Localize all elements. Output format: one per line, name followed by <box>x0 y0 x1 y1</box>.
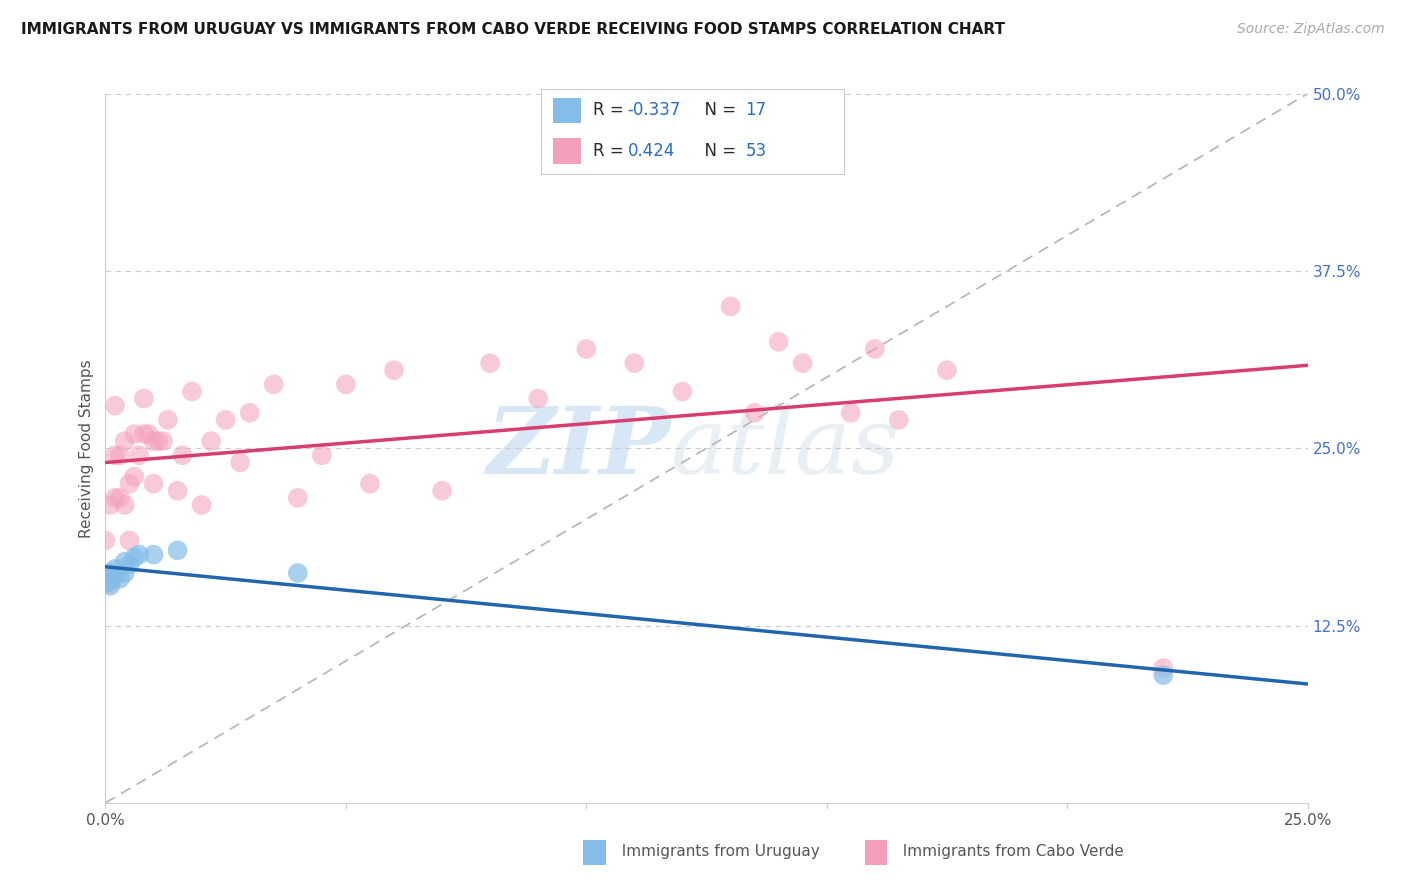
Bar <box>554 138 581 164</box>
Text: 0.424: 0.424 <box>627 142 675 160</box>
Point <box>104 399 127 413</box>
Point <box>132 392 155 406</box>
Point <box>132 427 155 442</box>
Text: R =: R = <box>593 102 628 120</box>
Point <box>152 434 174 449</box>
Y-axis label: Receiving Food Stamps: Receiving Food Stamps <box>79 359 94 538</box>
Point <box>128 448 150 462</box>
Point <box>108 448 131 462</box>
Point <box>124 427 146 442</box>
Point <box>430 483 453 498</box>
Point <box>142 434 165 449</box>
Point <box>114 434 136 449</box>
Point <box>98 573 121 587</box>
Point <box>94 576 117 591</box>
Point <box>181 384 204 399</box>
Point <box>839 406 862 420</box>
Point <box>94 576 117 591</box>
Point <box>287 491 309 505</box>
Point <box>124 550 146 565</box>
Point <box>479 356 502 370</box>
Point <box>142 548 165 562</box>
Point <box>863 342 886 356</box>
Text: Immigrants from Cabo Verde: Immigrants from Cabo Verde <box>893 845 1123 859</box>
Point <box>768 334 790 349</box>
Point <box>114 555 136 569</box>
Point <box>263 377 285 392</box>
Point <box>104 491 127 505</box>
Text: -0.337: -0.337 <box>627 102 681 120</box>
Point <box>527 392 550 406</box>
Point <box>887 413 910 427</box>
Point <box>792 356 814 370</box>
Point <box>128 548 150 562</box>
Point <box>1152 661 1174 675</box>
Point <box>575 342 598 356</box>
Point <box>114 566 136 580</box>
Point <box>623 356 645 370</box>
Point <box>190 498 212 512</box>
Text: N =: N = <box>695 102 741 120</box>
Point <box>104 562 127 576</box>
Text: R =: R = <box>593 142 628 160</box>
Point <box>239 406 262 420</box>
Point <box>382 363 405 377</box>
Point <box>148 434 170 449</box>
Point <box>94 569 117 583</box>
Point <box>124 469 146 483</box>
Text: atlas: atlas <box>671 403 900 493</box>
Point <box>138 427 160 442</box>
Point <box>94 533 117 548</box>
Point <box>311 448 333 462</box>
Point <box>142 476 165 491</box>
Point <box>118 558 141 572</box>
Point <box>166 543 188 558</box>
Point <box>214 413 236 427</box>
Bar <box>554 97 581 123</box>
Text: N =: N = <box>695 142 741 160</box>
Point <box>720 300 742 314</box>
Point <box>98 576 121 591</box>
Text: Immigrants from Uruguay: Immigrants from Uruguay <box>612 845 820 859</box>
Point <box>98 579 121 593</box>
Point <box>108 572 131 586</box>
Point <box>114 498 136 512</box>
Point <box>744 406 766 420</box>
Point <box>118 476 141 491</box>
Text: ZIP: ZIP <box>486 403 671 493</box>
Point <box>1152 668 1174 682</box>
Point <box>166 483 188 498</box>
Text: 17: 17 <box>745 102 766 120</box>
Point <box>108 491 131 505</box>
Point <box>118 533 141 548</box>
Point <box>98 566 121 580</box>
Text: 53: 53 <box>745 142 766 160</box>
Point <box>936 363 959 377</box>
Text: Source: ZipAtlas.com: Source: ZipAtlas.com <box>1237 22 1385 37</box>
Point <box>287 566 309 580</box>
Point <box>172 448 194 462</box>
Point <box>229 455 252 469</box>
Point <box>98 498 121 512</box>
Point <box>671 384 693 399</box>
Point <box>156 413 179 427</box>
Point <box>104 569 127 583</box>
Point <box>359 476 381 491</box>
Text: IMMIGRANTS FROM URUGUAY VS IMMIGRANTS FROM CABO VERDE RECEIVING FOOD STAMPS CORR: IMMIGRANTS FROM URUGUAY VS IMMIGRANTS FR… <box>21 22 1005 37</box>
Point <box>335 377 357 392</box>
Point <box>200 434 222 449</box>
Point <box>104 448 127 462</box>
